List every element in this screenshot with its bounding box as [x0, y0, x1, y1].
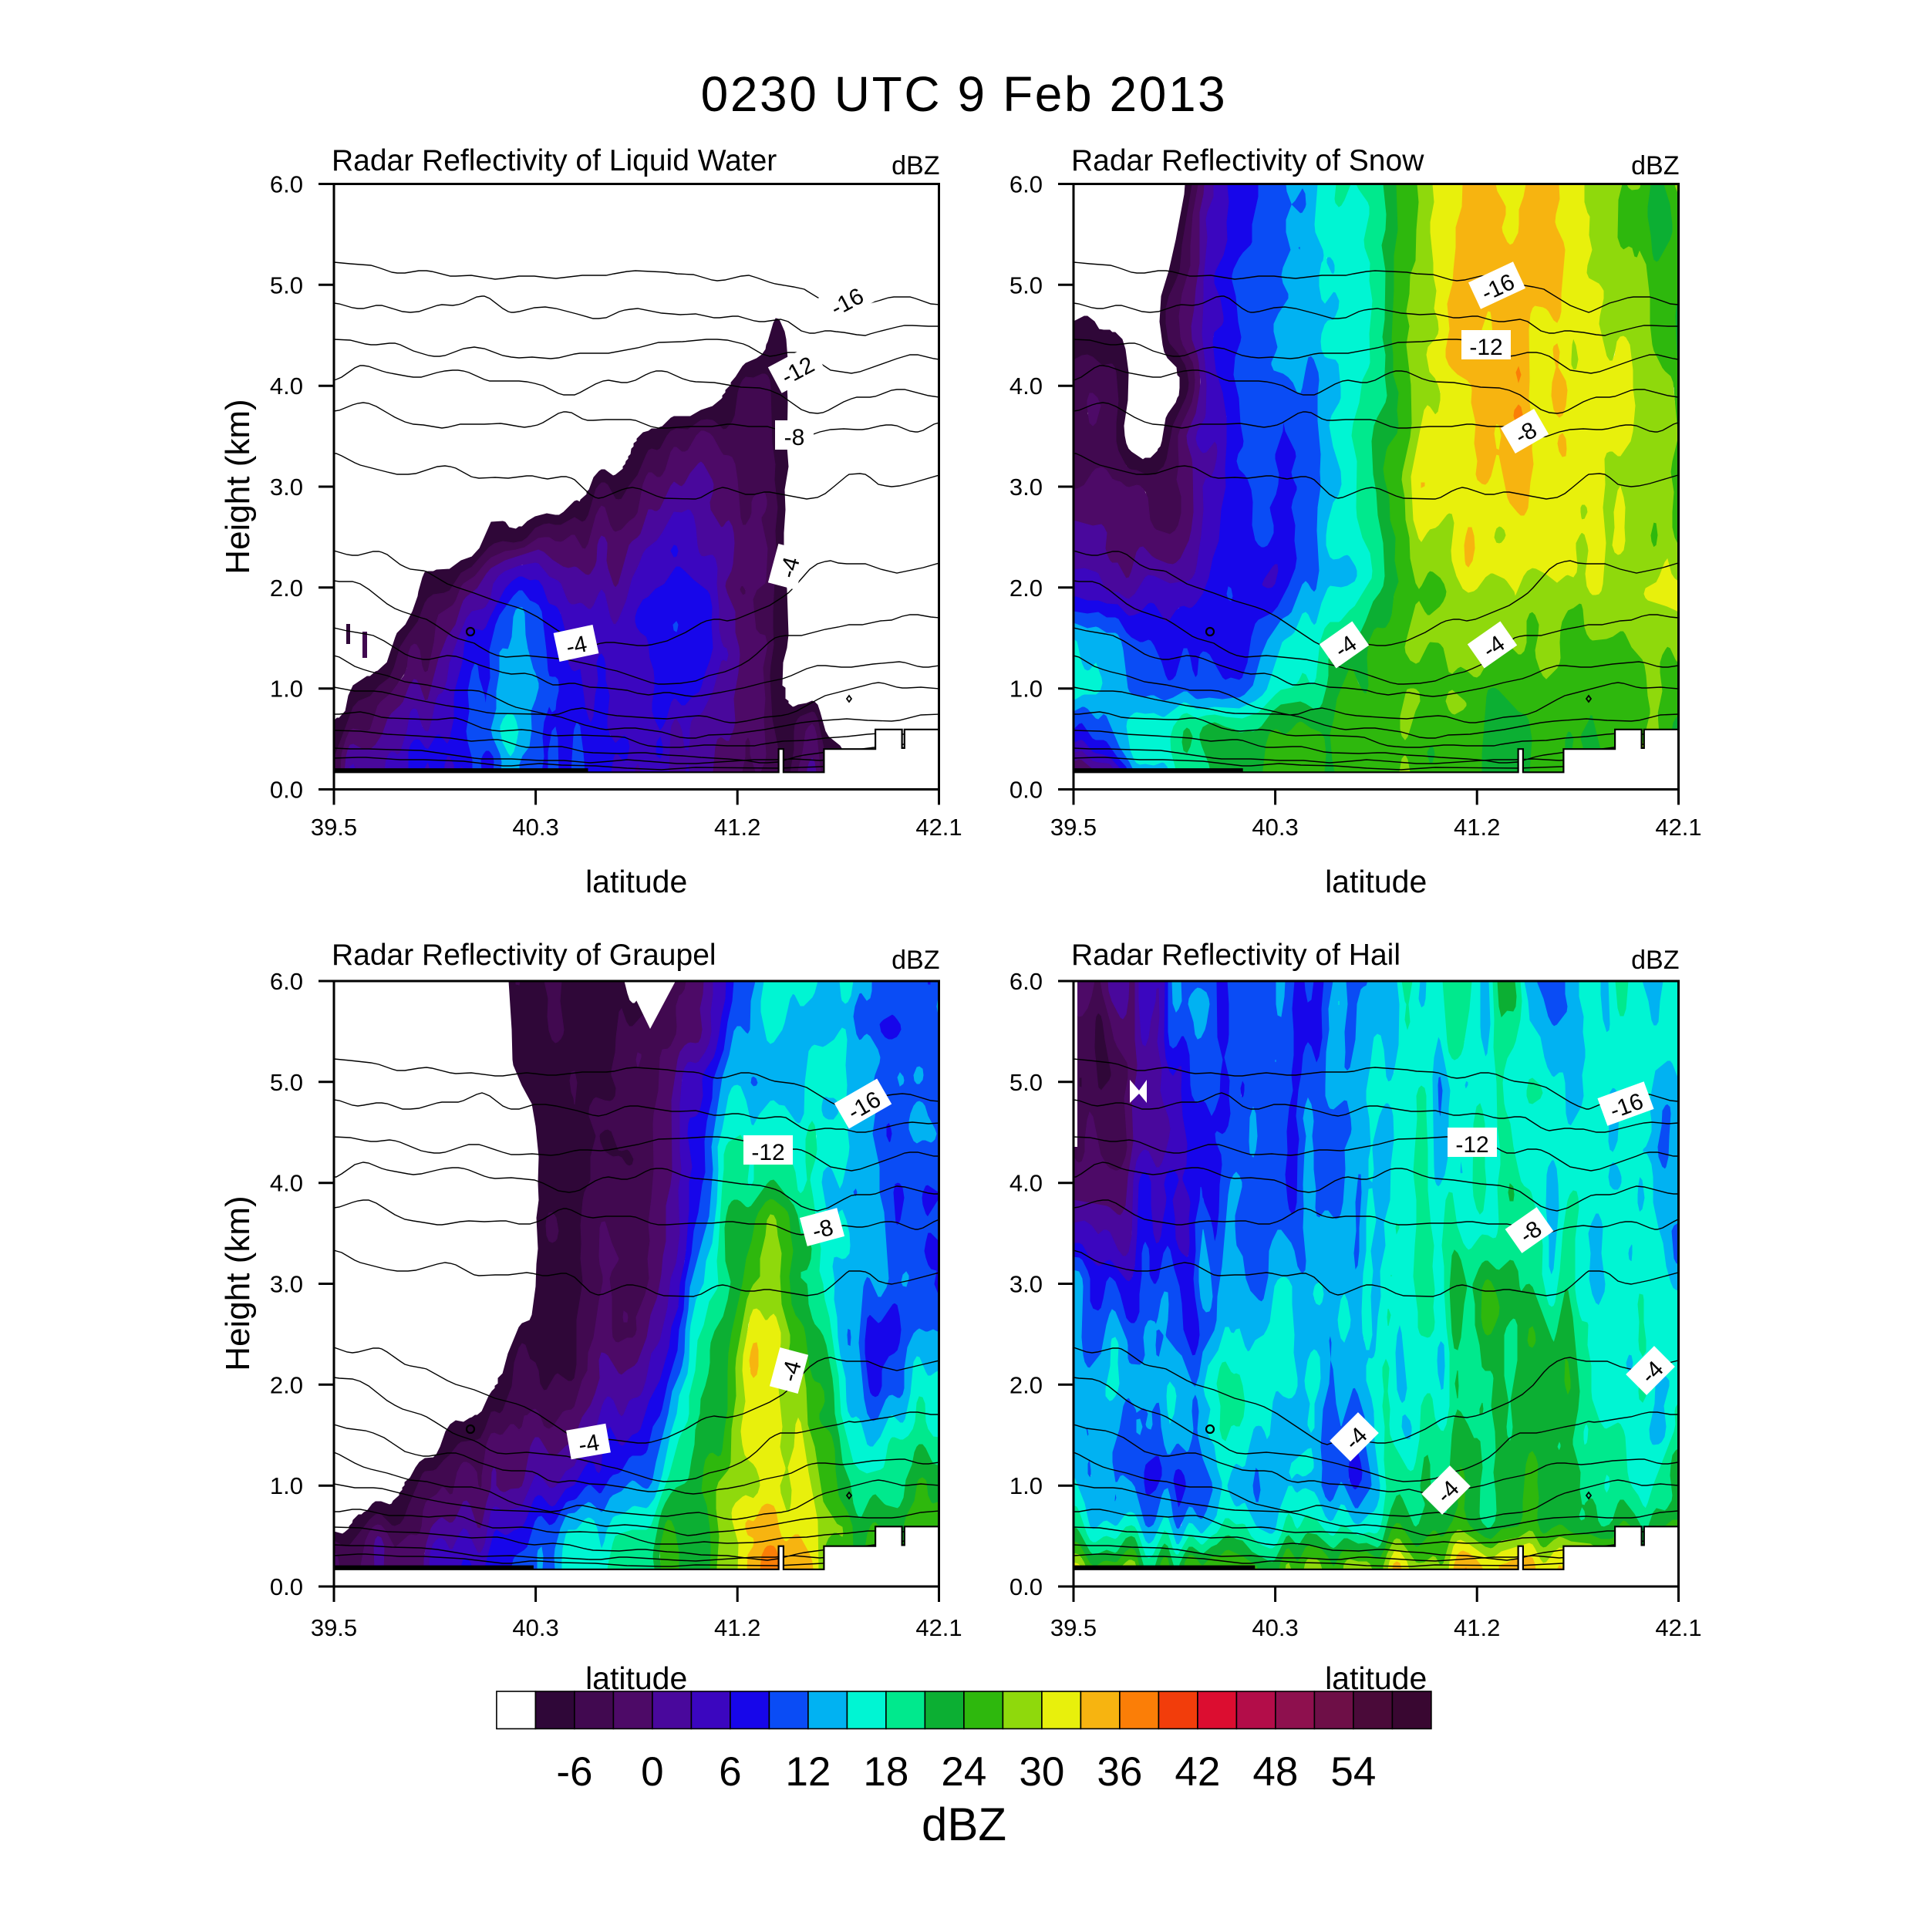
svg-text:Height (km): Height (km): [219, 1195, 257, 1371]
svg-text:dBZ: dBZ: [1631, 151, 1679, 180]
svg-text:-6: -6: [556, 1749, 592, 1795]
svg-text:Radar Reflectivity of Liquid W: Radar Reflectivity of Liquid Water: [332, 144, 777, 177]
svg-text:5.0: 5.0: [1010, 271, 1043, 298]
svg-text:42: 42: [1175, 1749, 1220, 1795]
svg-text:40.3: 40.3: [512, 814, 558, 841]
svg-text:0.0: 0.0: [270, 777, 303, 804]
svg-text:3.0: 3.0: [1010, 474, 1043, 501]
svg-text:5.0: 5.0: [1010, 1069, 1043, 1096]
svg-text:4.0: 4.0: [270, 373, 303, 400]
svg-text:12: 12: [785, 1749, 831, 1795]
svg-text:4.0: 4.0: [1010, 1170, 1043, 1197]
svg-text:3.0: 3.0: [1010, 1271, 1043, 1298]
svg-text:42.1: 42.1: [915, 814, 962, 841]
svg-text:6.0: 6.0: [270, 968, 303, 995]
svg-text:41.2: 41.2: [714, 814, 760, 841]
svg-text:0.0: 0.0: [1010, 1573, 1043, 1600]
svg-text:41.2: 41.2: [1454, 1614, 1500, 1641]
svg-text:39.5: 39.5: [1050, 1614, 1097, 1641]
svg-text:39.5: 39.5: [311, 814, 357, 841]
svg-text:0: 0: [641, 1749, 663, 1795]
svg-text:41.2: 41.2: [714, 1614, 760, 1641]
svg-text:6.0: 6.0: [270, 171, 303, 198]
svg-text:3.0: 3.0: [270, 474, 303, 501]
svg-text:Radar Reflectivity of Hail: Radar Reflectivity of Hail: [1071, 939, 1400, 972]
svg-text:39.5: 39.5: [311, 1614, 357, 1641]
svg-text:2.0: 2.0: [1010, 1371, 1043, 1398]
svg-text:1.0: 1.0: [1010, 1472, 1043, 1499]
svg-text:6.0: 6.0: [1010, 968, 1043, 995]
svg-text:Radar Reflectivity of Graupel: Radar Reflectivity of Graupel: [332, 939, 716, 972]
svg-text:42.1: 42.1: [915, 1614, 962, 1641]
svg-text:dBZ: dBZ: [922, 1799, 1006, 1850]
svg-text:latitude: latitude: [585, 864, 687, 899]
svg-text:0230 UTC 9 Feb 2013: 0230 UTC 9 Feb 2013: [701, 66, 1228, 122]
svg-text:6: 6: [719, 1749, 741, 1795]
svg-text:1.0: 1.0: [1010, 676, 1043, 703]
svg-text:36: 36: [1097, 1749, 1142, 1795]
svg-text:1.0: 1.0: [270, 1472, 303, 1499]
svg-text:dBZ: dBZ: [892, 946, 939, 975]
svg-text:4.0: 4.0: [1010, 373, 1043, 400]
svg-text:41.2: 41.2: [1454, 814, 1500, 841]
svg-text:2.0: 2.0: [270, 575, 303, 602]
svg-text:24: 24: [941, 1749, 986, 1795]
svg-text:0.0: 0.0: [1010, 777, 1043, 804]
svg-text:42.1: 42.1: [1655, 814, 1701, 841]
svg-text:4.0: 4.0: [270, 1170, 303, 1197]
svg-text:latitude: latitude: [1325, 1661, 1427, 1696]
svg-text:54: 54: [1330, 1749, 1376, 1795]
svg-text:5.0: 5.0: [270, 271, 303, 298]
svg-text:-8: -8: [784, 425, 805, 450]
svg-text:-4: -4: [577, 1430, 602, 1458]
svg-text:dBZ: dBZ: [892, 151, 939, 180]
svg-text:30: 30: [1019, 1749, 1064, 1795]
svg-text:39.5: 39.5: [1050, 814, 1097, 841]
svg-text:40.3: 40.3: [1252, 1614, 1298, 1641]
svg-text:5.0: 5.0: [270, 1069, 303, 1096]
svg-text:6.0: 6.0: [1010, 171, 1043, 198]
svg-text:2.0: 2.0: [270, 1371, 303, 1398]
svg-text:0.0: 0.0: [270, 1573, 303, 1600]
svg-text:1.0: 1.0: [270, 676, 303, 703]
svg-text:Height (km): Height (km): [219, 399, 257, 574]
svg-text:2.0: 2.0: [1010, 575, 1043, 602]
svg-text:48: 48: [1252, 1749, 1298, 1795]
svg-text:18: 18: [863, 1749, 908, 1795]
svg-text:latitude: latitude: [1325, 864, 1427, 899]
svg-text:42.1: 42.1: [1655, 1614, 1701, 1641]
svg-text:-12: -12: [1469, 335, 1502, 360]
svg-text:Radar Reflectivity of Snow: Radar Reflectivity of Snow: [1071, 144, 1424, 177]
svg-text:40.3: 40.3: [512, 1614, 558, 1641]
svg-text:dBZ: dBZ: [1631, 946, 1679, 975]
svg-text:40.3: 40.3: [1252, 814, 1298, 841]
svg-text:latitude: latitude: [585, 1661, 687, 1696]
svg-text:-12: -12: [1455, 1132, 1488, 1158]
svg-text:-12: -12: [751, 1140, 784, 1165]
svg-text:3.0: 3.0: [270, 1271, 303, 1298]
